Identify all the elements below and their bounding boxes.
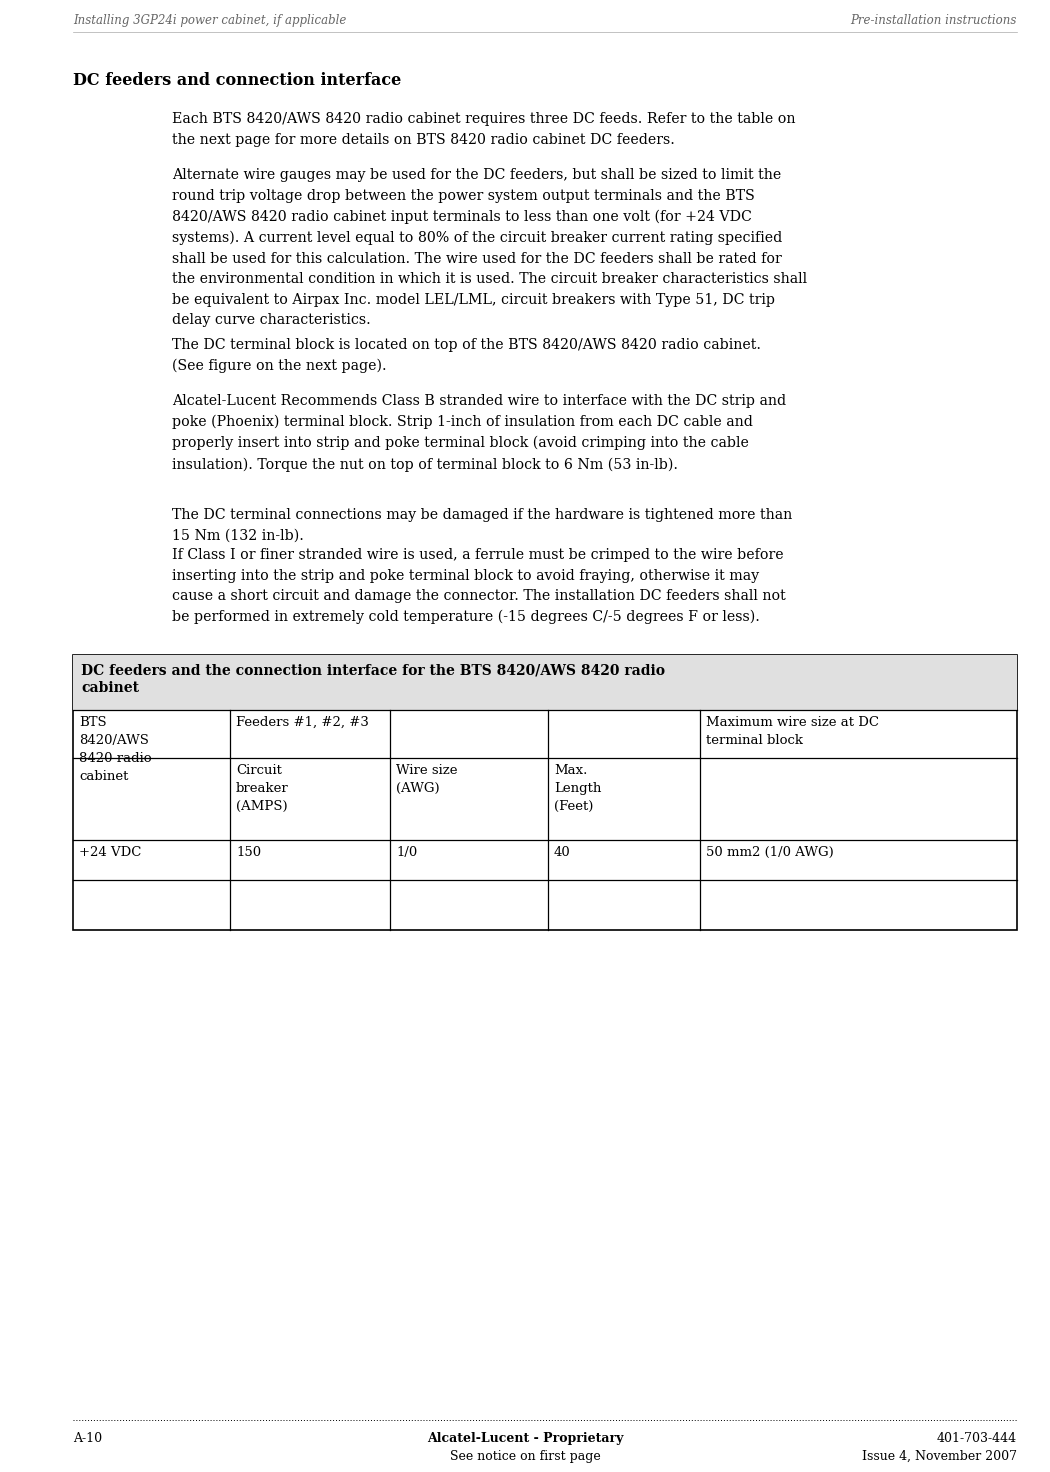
Text: 40: 40 [554, 846, 571, 860]
Text: +24 VDC: +24 VDC [79, 846, 142, 860]
Text: 50 mm2 (1/0 AWG): 50 mm2 (1/0 AWG) [706, 846, 834, 860]
Text: Alcatel-Lucent Recommends Class B stranded wire to interface with the DC strip a: Alcatel-Lucent Recommends Class B strand… [172, 394, 786, 471]
Text: Installing 3GP24i power cabinet, if applicable: Installing 3GP24i power cabinet, if appl… [74, 15, 346, 26]
Text: Pre-installation instructions: Pre-installation instructions [850, 15, 1017, 26]
Text: If Class I or finer stranded wire is used, a ferrule must be crimped to the wire: If Class I or finer stranded wire is use… [172, 548, 785, 624]
Text: Feeders #1, #2, #3: Feeders #1, #2, #3 [236, 715, 369, 729]
Text: The DC terminal connections may be damaged if the hardware is tightened more tha: The DC terminal connections may be damag… [172, 508, 793, 543]
Text: Maximum wire size at DC
terminal block: Maximum wire size at DC terminal block [706, 715, 879, 746]
Text: The DC terminal block is located on top of the BTS 8420/AWS 8420 radio cabinet.
: The DC terminal block is located on top … [172, 339, 761, 374]
Text: DC feeders and the connection interface for the BTS 8420/AWS 8420 radio
cabinet: DC feeders and the connection interface … [81, 662, 665, 695]
Text: Alcatel-Lucent - Proprietary: Alcatel-Lucent - Proprietary [426, 1432, 624, 1446]
Text: BTS
8420/AWS
8420 radio
cabinet: BTS 8420/AWS 8420 radio cabinet [79, 715, 151, 783]
Bar [74, 655, 1017, 930]
Text: A-10: A-10 [74, 1432, 102, 1446]
Text: Issue 4, November 2007: Issue 4, November 2007 [862, 1450, 1017, 1463]
Text: DC feeders and connection interface: DC feeders and connection interface [74, 72, 401, 88]
Bar [74, 655, 1017, 710]
Text: Circuit
breaker
(AMPS): Circuit breaker (AMPS) [236, 764, 289, 813]
Text: Each BTS 8420/AWS 8420 radio cabinet requires three DC feeds. Refer to the table: Each BTS 8420/AWS 8420 radio cabinet req… [172, 112, 796, 147]
Text: Wire size
(AWG): Wire size (AWG) [396, 764, 458, 795]
Text: 1/0: 1/0 [396, 846, 417, 860]
Text: 150: 150 [236, 846, 261, 860]
Text: 401-703-444: 401-703-444 [937, 1432, 1017, 1446]
Text: Max.
Length
(Feet): Max. Length (Feet) [554, 764, 602, 813]
Text: Alternate wire gauges may be used for the DC feeders, but shall be sized to limi: Alternate wire gauges may be used for th… [172, 168, 807, 327]
Text: See notice on first page: See notice on first page [449, 1450, 601, 1463]
